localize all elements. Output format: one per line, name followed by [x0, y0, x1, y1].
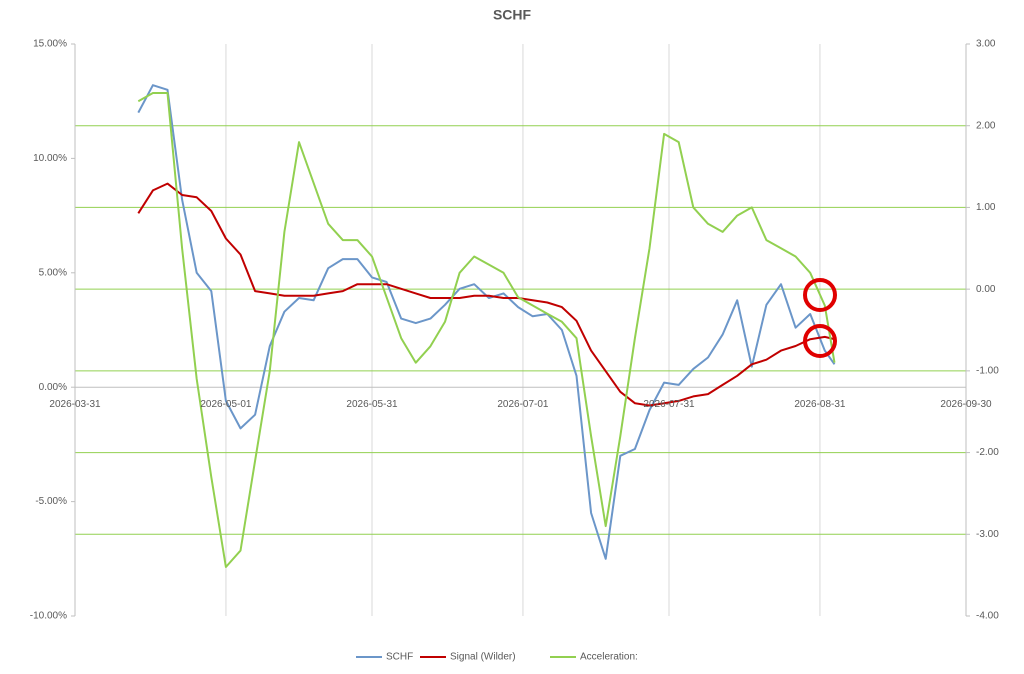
y2-tick-label: -1.00: [976, 365, 999, 376]
x-tick-label: 2026-07-31: [643, 399, 695, 410]
y-tick-label: -5.00%: [35, 496, 67, 507]
x-tick-label: 2026-05-01: [200, 399, 252, 410]
x-tick-label: 2026-09-30: [940, 399, 992, 410]
x-tick-label: 2026-05-31: [346, 399, 398, 410]
chart-title: SCHF: [493, 7, 532, 23]
x-tick-label: 2026-07-01: [497, 399, 549, 410]
y2-tick-label: -4.00: [976, 611, 999, 622]
legend-label: SCHF: [386, 652, 413, 663]
y-tick-label: 10.00%: [33, 153, 67, 164]
lines: [137, 84, 836, 568]
y-tick-label: 15.00%: [33, 39, 67, 50]
legend-label: Signal (Wilder): [450, 652, 516, 663]
x-tick-label: 2026-08-31: [794, 399, 846, 410]
series-line: [137, 182, 835, 407]
y-tick-label: -10.00%: [30, 611, 67, 622]
highlight-circle: [803, 278, 837, 312]
y2-tick-label: 1.00: [976, 202, 996, 213]
series-line: [137, 84, 836, 560]
grid: [71, 43, 970, 617]
y2-tick-label: 0.00: [976, 284, 996, 295]
legend-label: Acceleration:: [580, 652, 638, 663]
y-tick-label: 0.00%: [39, 382, 67, 393]
series-line: [137, 92, 836, 568]
y2-tick-label: 2.00: [976, 120, 996, 131]
y-tick-label: 5.00%: [39, 267, 67, 278]
y2-tick-label: -2.00: [976, 447, 999, 458]
y2-tick-label: -3.00: [976, 529, 999, 540]
highlight-circle: [803, 324, 837, 358]
x-tick-label: 2026-03-31: [49, 399, 101, 410]
y2-tick-label: 3.00: [976, 39, 996, 50]
